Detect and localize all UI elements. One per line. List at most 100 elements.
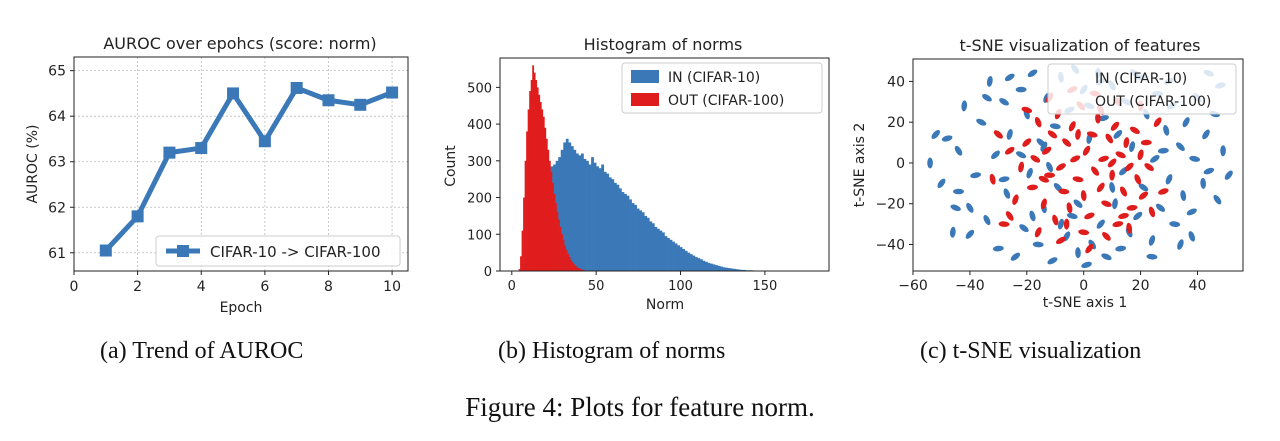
tsne-xtick-label: 0	[1079, 278, 1088, 294]
auroc-legend-label: CIFAR-10 -> CIFAR-100	[210, 243, 381, 261]
tsne-point-in	[1112, 198, 1118, 210]
tsne-point-out	[1047, 130, 1058, 139]
tsne-legend: IN (CIFAR-10) OUT (CIFAR-100)	[1047, 63, 1237, 115]
tsne-point-out	[1098, 155, 1109, 163]
histogram-bar	[684, 250, 688, 271]
tsne-point-out	[1153, 117, 1162, 128]
tsne-ytick-label: −40	[875, 238, 905, 254]
tsne-point-out	[1034, 116, 1042, 128]
tsne-legend-label-in: IN (CIFAR-10)	[1095, 71, 1187, 87]
histogram-bar	[573, 149, 577, 271]
tsne-point-in	[1081, 261, 1092, 269]
tsne-xlabel: t-SNE axis 1	[1043, 295, 1128, 311]
tsne-point-in	[961, 100, 968, 112]
tsne-point-out	[1055, 236, 1066, 245]
tsne-point-out	[1158, 188, 1169, 195]
tsne-point-in	[1098, 115, 1109, 122]
histogram-bar	[737, 269, 741, 271]
tsne-point-in	[941, 135, 953, 142]
histogram-bar	[518, 269, 521, 271]
tsne-point-out	[989, 173, 996, 185]
tsne-point-out	[1044, 172, 1056, 178]
tsne-point-out	[1095, 112, 1101, 124]
histogram-bar	[568, 257, 571, 271]
histogram-bar	[567, 253, 569, 271]
tsne-point-in	[1200, 177, 1206, 189]
tsne-point-in	[1148, 235, 1156, 246]
histogram-bar	[667, 237, 670, 271]
tsne-point-out	[1119, 186, 1128, 197]
histogram-bar	[672, 241, 675, 271]
auroc-xtick-label: 2	[133, 279, 142, 295]
auroc-ytick-label: 64	[48, 109, 66, 125]
histogram-xtick-label: 100	[668, 279, 693, 294]
histogram-bar	[722, 267, 726, 271]
histogram-bar	[730, 268, 734, 271]
tsne-point-out	[1078, 229, 1090, 236]
auroc-xtick-label: 10	[383, 279, 401, 295]
histogram-bar	[692, 255, 696, 271]
histogram-bar	[562, 239, 565, 271]
tsne-xtick-label: −60	[898, 278, 928, 294]
tsne-ytick-label: −20	[875, 197, 905, 213]
histogram-xlabel: Norm	[646, 297, 684, 313]
tsne-point-in	[970, 172, 982, 179]
tsne-point-out	[1063, 218, 1070, 230]
auroc-data-point	[131, 210, 144, 223]
histogram-bar	[649, 221, 653, 271]
histogram-bar	[524, 160, 527, 271]
histogram-bar	[621, 192, 625, 271]
tsne-point-in	[1006, 129, 1013, 140]
histogram-legend: IN (CIFAR-10) OUT (CIFAR-100)	[621, 62, 823, 114]
histogram-bar	[580, 269, 583, 271]
histogram-bar	[582, 269, 585, 271]
histogram-bar	[699, 259, 703, 271]
histogram-bar	[707, 262, 711, 271]
panel-tsne: t-SNE visualization of features −60 −40 −2…	[852, 36, 1244, 311]
tsne-point-out	[1042, 146, 1052, 155]
histogram-bar	[598, 168, 602, 271]
histogram-bar	[732, 268, 736, 271]
tsne-chart-title: t-SNE visualization of features	[960, 36, 1201, 55]
histogram-xtick-label: 50	[588, 279, 605, 294]
histogram-bar	[702, 260, 706, 271]
histogram-bar	[710, 263, 713, 271]
tsne-point-in	[927, 157, 933, 169]
histogram-bar	[529, 91, 532, 271]
histogram-bar	[544, 127, 547, 271]
histogram-bar	[661, 232, 665, 271]
tsne-point-out	[1066, 202, 1073, 214]
tsne-point-in	[1027, 69, 1038, 78]
tsne-point-in	[1046, 161, 1054, 173]
tsne-point-out	[1140, 139, 1152, 146]
histogram-bar	[689, 254, 693, 271]
histogram-ytick-label: 500	[467, 81, 492, 96]
histogram-bar	[697, 258, 701, 271]
tsne-point-in	[1186, 208, 1197, 216]
histogram-bar	[565, 138, 569, 271]
tsne-point-in	[1180, 190, 1187, 202]
tsne-ytick-label: 40	[887, 74, 905, 90]
tsne-plot-frame	[912, 58, 1244, 272]
histogram-bar	[646, 217, 650, 271]
histogram-bar	[586, 160, 589, 271]
tsne-point-in	[953, 188, 965, 195]
tsne-point-in	[1176, 142, 1185, 151]
histogram-bar	[720, 266, 724, 271]
histogram-bar	[679, 247, 683, 271]
auroc-series-line	[103, 85, 393, 253]
auroc-legend: CIFAR-10 -> CIFAR-100	[155, 235, 401, 267]
tsne-point-in	[1150, 154, 1160, 163]
auroc-plot-frame	[73, 56, 409, 272]
histogram-bar	[694, 257, 698, 271]
histogram-bar	[740, 269, 744, 271]
tsne-point-in	[976, 118, 987, 126]
tsne-point-in	[1019, 224, 1029, 233]
tsne-point-in	[949, 226, 956, 238]
histogram-bar	[651, 223, 655, 271]
histogram-bar	[539, 102, 542, 271]
histogram-bar	[624, 193, 627, 271]
tsne-point-in	[954, 145, 963, 156]
tsne-point-out	[1021, 106, 1033, 114]
auroc-data-point	[195, 142, 208, 155]
